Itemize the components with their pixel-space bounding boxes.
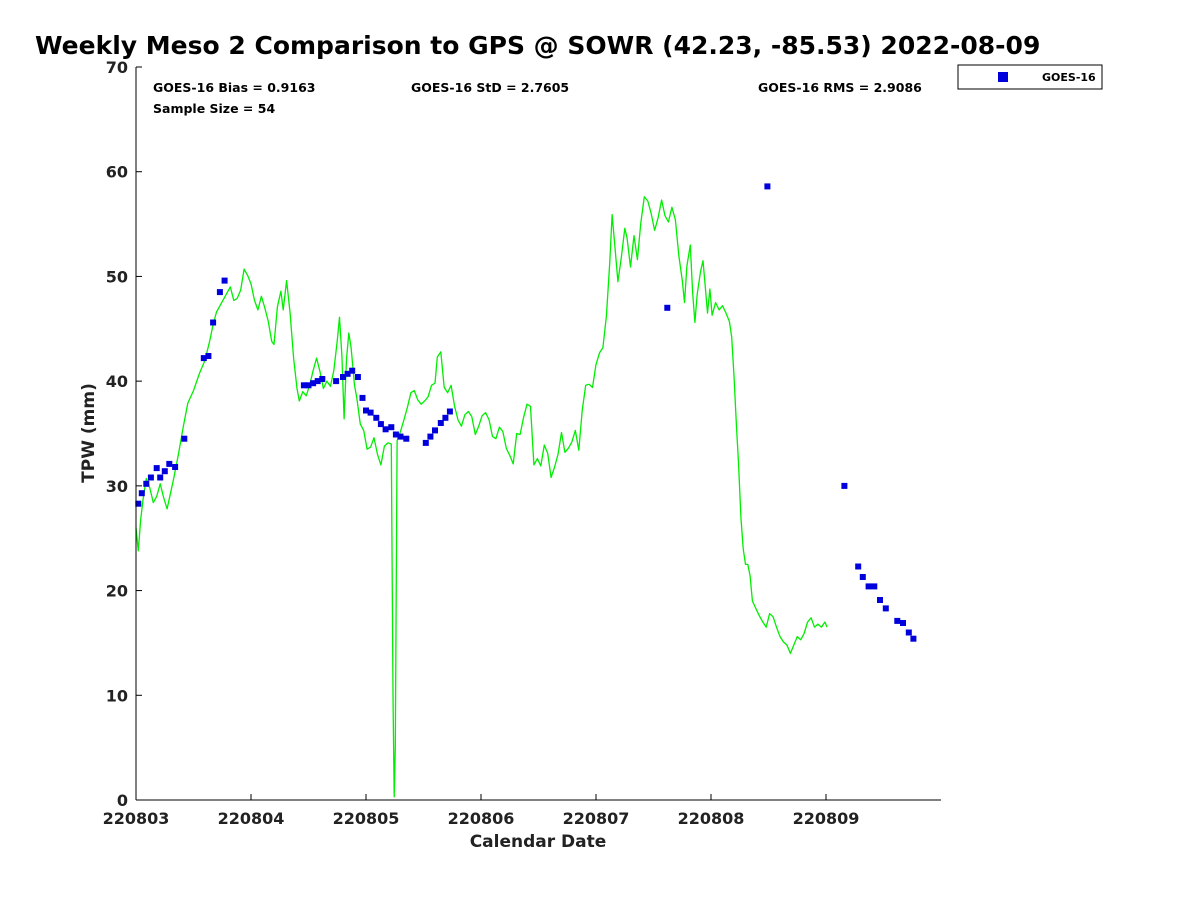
- x-tick-label-4: 220807: [563, 809, 630, 828]
- legend: GOES-16: [957, 64, 1103, 90]
- bias-stat: GOES-16 Bias = 0.9163: [153, 80, 315, 95]
- goes16-point-29: [377, 421, 384, 428]
- std-stat: GOES-16 StD = 2.7605: [411, 80, 569, 95]
- legend-label-goes16: GOES-16: [1042, 71, 1096, 84]
- goes16-point-18: [314, 378, 321, 385]
- y-tick-label-6: 60: [106, 163, 128, 182]
- goes16-point-25: [359, 394, 366, 401]
- x-tick-label-3: 220806: [448, 809, 515, 828]
- goes16-point-38: [437, 420, 444, 426]
- goes16-point-22: [344, 370, 351, 377]
- y-tick-label-5: 50: [106, 267, 128, 286]
- goes16-point-46: [865, 583, 872, 590]
- x-tick-label-6: 220809: [793, 809, 860, 828]
- goes16-point-43: [841, 482, 848, 489]
- goes16-point-34: [403, 435, 410, 442]
- goes16-point-27: [367, 409, 374, 416]
- axes: 0 10 20 30 40 50 60 70 220803 220804 220805 220806 2…: [103, 58, 941, 828]
- goes16-point-17: [310, 380, 317, 387]
- goes16-point-24: [354, 374, 361, 380]
- goes16-point-31: [388, 424, 395, 431]
- goes16-point-4: [153, 465, 160, 472]
- x-tick-label-1: 220804: [218, 809, 285, 828]
- goes16-point-32: [392, 431, 399, 438]
- goes16-point-36: [427, 433, 434, 440]
- goes16-point-9: [181, 435, 188, 442]
- goes16-point-33: [397, 433, 404, 440]
- goes16-point-8: [172, 464, 179, 470]
- goes16-point-23: [349, 367, 356, 374]
- goes16-point-35: [422, 439, 429, 446]
- goes16-point-20: [333, 378, 340, 385]
- legend-marker-goes16: [998, 72, 1008, 82]
- y-tick-label-7: 70: [106, 58, 128, 77]
- y-tick-label-2: 20: [106, 582, 128, 601]
- y-tick-label-0: 0: [117, 791, 128, 810]
- goes16-point-39: [442, 414, 449, 421]
- goes16-point-10: [200, 355, 207, 362]
- chart-title: Weekly Meso 2 Comparison to GPS @ SOWR (…: [35, 31, 1040, 60]
- y-axis-label: TPW (mm): [79, 383, 99, 483]
- x-tick-label-5: 220808: [678, 809, 745, 828]
- goes16-point-30: [382, 426, 389, 433]
- sample-size-stat: Sample Size = 54: [153, 101, 275, 116]
- goes16-point-7: [166, 460, 173, 467]
- legend-box: [957, 64, 1103, 90]
- x-axis-label: Calendar Date: [470, 832, 607, 852]
- goes16-point-26: [363, 407, 369, 414]
- goes16-point-3: [147, 474, 154, 481]
- goes16-point-1: [138, 490, 145, 497]
- x-tick-label-2: 220805: [333, 809, 400, 828]
- rms-stat: GOES-16 RMS = 2.9086: [758, 80, 922, 95]
- goes16-point-6: [161, 468, 168, 475]
- goes16-point-5: [157, 474, 164, 481]
- goes16-point-15: [300, 382, 307, 389]
- goes16-point-0: [135, 500, 142, 507]
- series-line-gps: [135, 196, 828, 798]
- goes16-point-50: [894, 617, 901, 624]
- goes16-point-45: [859, 574, 866, 580]
- goes16-point-44: [855, 563, 862, 570]
- goes16-point-11: [205, 353, 212, 359]
- goes16-point-52: [905, 629, 912, 636]
- y-tick-label-3: 30: [106, 477, 128, 496]
- goes16-point-13: [216, 289, 223, 296]
- goes16-point-47: [871, 583, 878, 590]
- y-tick-label-1: 10: [106, 686, 128, 705]
- goes16-point-19: [319, 376, 326, 382]
- y-tick-label-4: 40: [106, 372, 128, 391]
- goes16-point-2: [143, 480, 150, 487]
- goes16-point-12: [210, 319, 217, 326]
- goes16-point-53: [910, 635, 917, 642]
- goes16-point-16: [305, 382, 312, 389]
- goes16-point-14: [221, 277, 228, 284]
- goes16-point-40: [446, 408, 453, 415]
- goes16-point-49: [882, 605, 889, 612]
- goes16-point-42: [764, 183, 771, 190]
- goes16-point-51: [900, 620, 906, 626]
- plot-area: [135, 183, 917, 798]
- goes16-point-21: [340, 374, 346, 380]
- goes16-point-48: [877, 597, 883, 603]
- goes16-point-41: [664, 304, 671, 311]
- goes16-point-28: [373, 414, 380, 421]
- goes16-point-37: [432, 427, 438, 434]
- x-tick-label-0: 220803: [103, 809, 170, 828]
